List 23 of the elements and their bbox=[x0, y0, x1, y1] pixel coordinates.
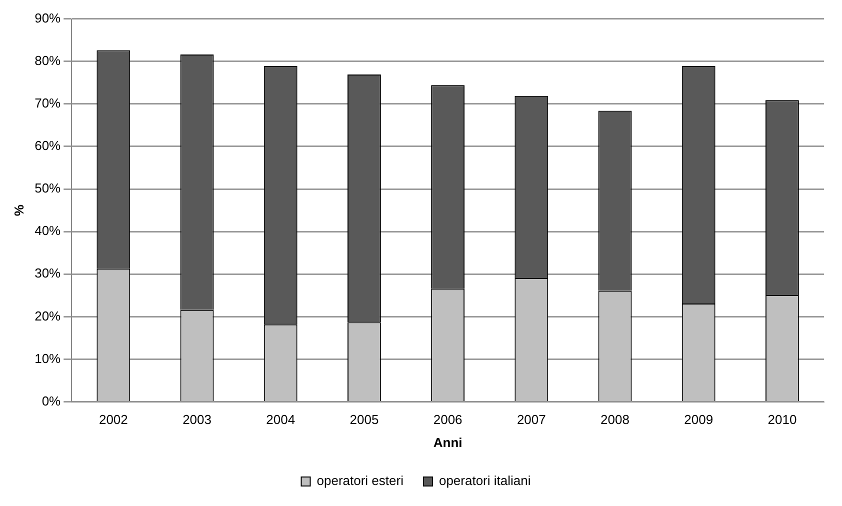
y-tick-label: 60% bbox=[34, 138, 62, 154]
x-tick-label: 2010 bbox=[768, 412, 797, 428]
x-tick-label: 2009 bbox=[684, 412, 714, 428]
y-tick-label: 0% bbox=[42, 393, 62, 408]
x-tick-label: 2008 bbox=[600, 412, 630, 428]
y-tick-label: 80% bbox=[34, 52, 62, 68]
y-tick-label: 10% bbox=[34, 350, 62, 366]
x-tick-label: 2006 bbox=[433, 412, 462, 428]
legend-label: operatori esteri bbox=[316, 473, 404, 488]
x-axis-title: Anni bbox=[433, 434, 462, 450]
x-tick-label: 2003 bbox=[182, 412, 212, 428]
x-tick-label: 2007 bbox=[516, 412, 546, 428]
x-tick-label: 2005 bbox=[350, 412, 379, 428]
y-tick-label: 40% bbox=[34, 223, 62, 238]
x-tick-label: 2004 bbox=[266, 412, 296, 428]
y-tick-label: 90% bbox=[34, 10, 62, 26]
y-tick-label: 70% bbox=[34, 95, 62, 110]
y-tick-label: 30% bbox=[34, 266, 62, 281]
y-tick-label: 20% bbox=[34, 308, 62, 324]
y-axis-title: % bbox=[11, 204, 26, 216]
legend-label: operatori italiani bbox=[438, 473, 531, 488]
y-tick-label: 50% bbox=[34, 180, 62, 196]
x-tick-label: 2002 bbox=[98, 412, 128, 428]
